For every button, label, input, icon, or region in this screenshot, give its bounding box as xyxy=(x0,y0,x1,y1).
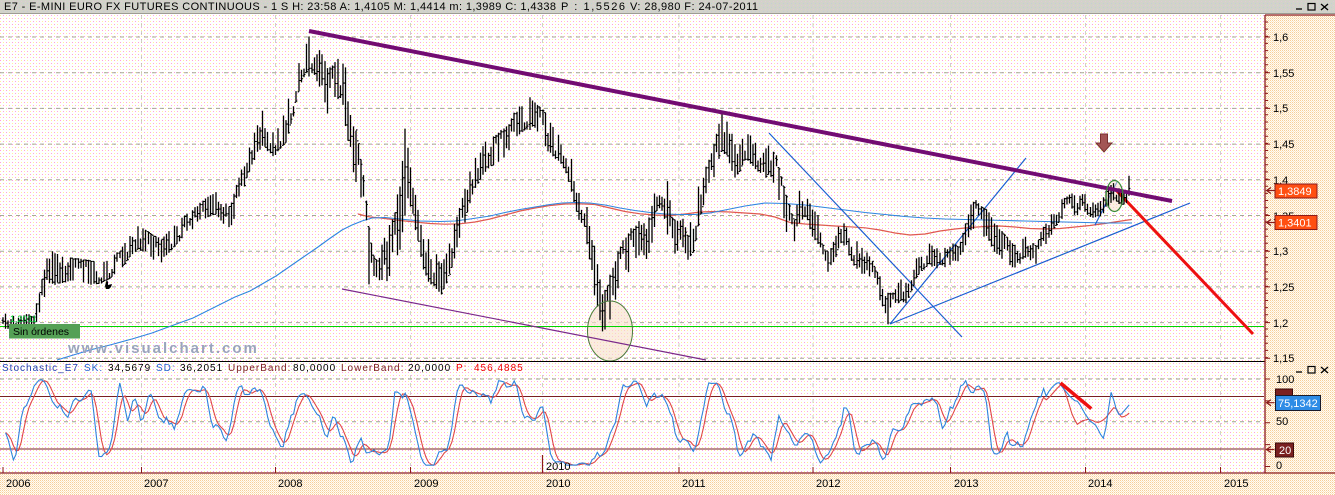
svg-text:0: 0 xyxy=(1276,460,1282,472)
svg-text:LowerBand:: LowerBand: xyxy=(341,363,404,374)
svg-text:2007: 2007 xyxy=(144,478,168,490)
svg-text:E7 - E-MINI EURO FX FUTURES CO: E7 - E-MINI EURO FX FUTURES CONTINUOUS -… xyxy=(4,1,556,13)
svg-text:2010: 2010 xyxy=(546,478,570,490)
svg-text:2006: 2006 xyxy=(6,478,30,490)
svg-text:34,5679: 34,5679 xyxy=(108,363,151,374)
svg-text:50: 50 xyxy=(1276,416,1288,428)
svg-text:Sin órdenes: Sin órdenes xyxy=(13,326,69,338)
svg-text:V: 28,980 F: 24-07-2011: V: 28,980 F: 24-07-2011 xyxy=(630,1,758,13)
svg-text:1,55: 1,55 xyxy=(1273,68,1294,80)
svg-text:1,3849: 1,3849 xyxy=(1278,186,1312,198)
svg-text:1,5: 1,5 xyxy=(1273,103,1288,115)
svg-text:456,4885: 456,4885 xyxy=(474,363,524,374)
svg-text:2010: 2010 xyxy=(546,461,570,473)
svg-text:1,2: 1,2 xyxy=(1273,318,1288,330)
svg-text:75,1342: 75,1342 xyxy=(1278,398,1318,410)
svg-text:2014: 2014 xyxy=(1088,478,1112,490)
svg-text:1,2011: 1,2011 xyxy=(10,314,37,324)
svg-text:1,15: 1,15 xyxy=(1273,353,1294,365)
svg-text:20: 20 xyxy=(1279,445,1291,457)
svg-text:100: 100 xyxy=(1276,374,1294,386)
svg-text:1,45: 1,45 xyxy=(1273,139,1294,151)
svg-text:1,3: 1,3 xyxy=(1273,246,1288,258)
svg-text:P:: P: xyxy=(456,363,467,374)
svg-text:2008: 2008 xyxy=(278,478,302,490)
svg-text:36,2051: 36,2051 xyxy=(180,363,223,374)
svg-text:2015: 2015 xyxy=(1224,478,1248,490)
svg-text:UpperBand:: UpperBand: xyxy=(228,363,291,374)
svg-text:80,0000: 80,0000 xyxy=(293,363,336,374)
svg-text:20,0000: 20,0000 xyxy=(408,363,451,374)
svg-text:Stochastic_E7: Stochastic_E7 xyxy=(2,363,79,374)
svg-text:2013: 2013 xyxy=(954,478,978,490)
svg-text:2009: 2009 xyxy=(414,478,438,490)
svg-text:1,3401: 1,3401 xyxy=(1278,218,1312,230)
svg-text:P : 1,5526: P : 1,5526 xyxy=(561,1,625,13)
svg-text:2011: 2011 xyxy=(682,478,706,490)
svg-text:2012: 2012 xyxy=(816,478,840,490)
svg-text:SK:: SK: xyxy=(84,363,103,374)
svg-text:SD:: SD: xyxy=(156,363,176,374)
svg-text:www.visualchart.com: www.visualchart.com xyxy=(67,340,259,357)
svg-text:1,6: 1,6 xyxy=(1273,32,1288,44)
svg-text:1,25: 1,25 xyxy=(1273,282,1294,294)
